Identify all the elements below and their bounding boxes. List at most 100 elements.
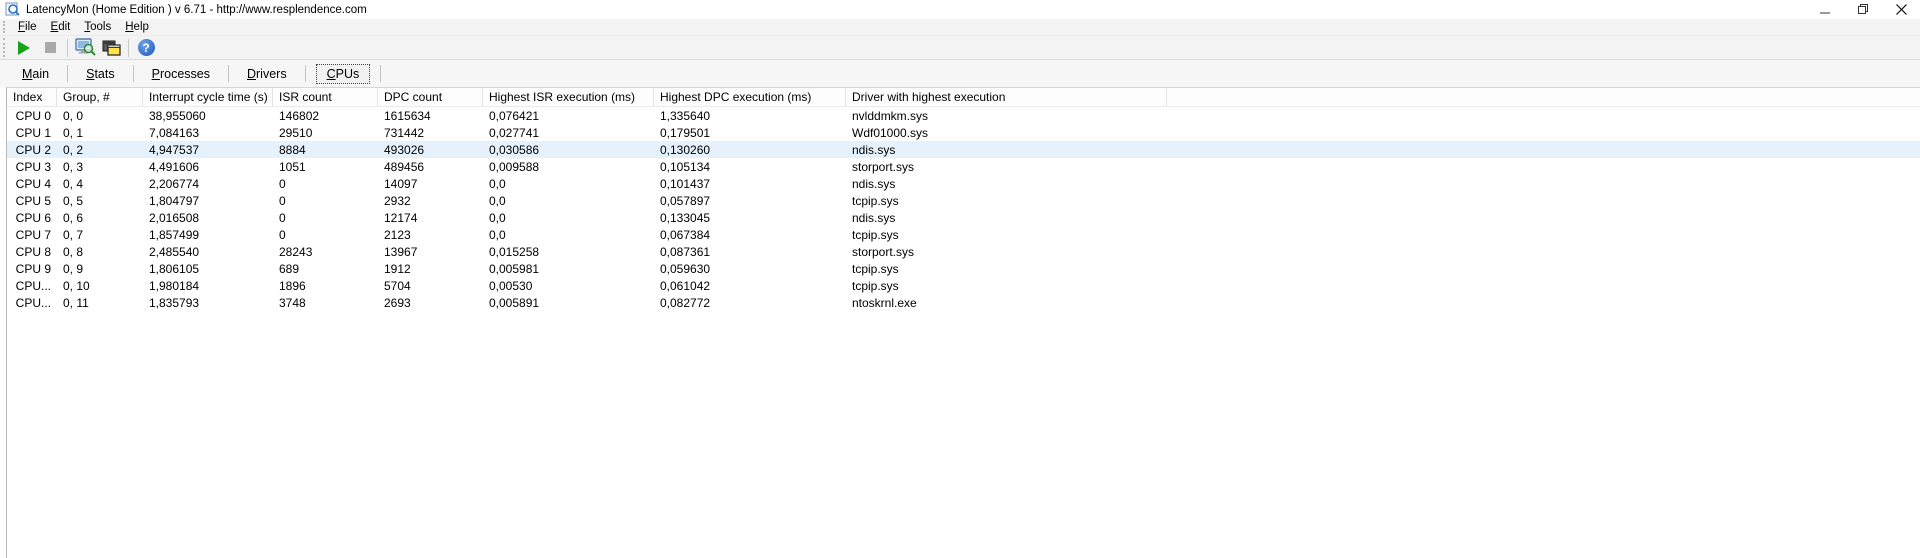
cell: 1,835793 [149,295,200,310]
cell: 0, 6 [63,210,84,225]
table-row[interactable]: CPU 1 0, 1 7,084163 29510 731442 0,027741 0,17… [7,124,1920,141]
cell: 28243 [279,244,313,259]
table-row[interactable]: CPU 6 0, 6 2,016508 0 12174 0,0 0,133045 ndis.s… [7,209,1920,226]
cell: 2932 [384,193,411,208]
cell: 0,057897 [660,193,711,208]
cell: CPU 0 [15,108,51,123]
table-row[interactable]: CPU... 0, 11 1,835793 3748 2693 0,005891 0,082… [7,294,1920,311]
cell: 0,082772 [660,295,711,310]
cell: 0,105134 [660,159,711,174]
table-row[interactable]: CPU 4 0, 4 2,206774 0 14097 0,0 0,101437 ndis.s… [7,175,1920,192]
cell: ndis.sys [852,142,896,157]
cell: 0,009588 [489,159,540,174]
table-row[interactable]: CPU 5 0, 5 1,804797 0 2932 0,0 0,057897 tcpip.s… [7,192,1920,209]
tab-drivers[interactable]: Drivers [239,65,295,83]
column-header[interactable]: Index [7,88,57,106]
cell: 0,005981 [489,261,540,276]
cell: 0, 8 [63,244,84,259]
tab-separator [380,65,382,82]
titlebar: LatencyMon (Home Edition ) v 6.71 - http… [0,0,1920,19]
stop-monitor-button[interactable] [37,37,63,59]
menu-help[interactable]: Help [118,20,156,34]
table-row[interactable]: CPU... 0, 10 1,980184 1896 5704 0,00530 0,0610… [7,277,1920,294]
column-header[interactable]: Group, # [57,88,143,106]
menubar-gripper [3,20,8,34]
menu-tools[interactable]: Tools [77,20,118,34]
cell: 13967 [384,244,418,259]
cell: 14097 [384,176,418,191]
cell: 0 [279,176,286,191]
minimize-button[interactable] [1806,0,1844,19]
cell: CPU... [15,278,51,293]
start-monitor-button[interactable] [11,37,37,59]
help-button[interactable]: ? [133,37,159,59]
cell: 689 [279,261,300,276]
tab-separator [304,65,306,82]
tab-cpus[interactable]: CPUs [315,63,371,84]
tab-processes[interactable]: Processes [144,65,218,83]
cell: 731442 [384,125,425,140]
table-row[interactable]: CPU 8 0, 8 2,485540 28243 13967 0,015258 0,087… [7,243,1920,260]
table-row[interactable]: CPU 3 0, 3 4,491606 1051 489456 0,009588 0,105… [7,158,1920,175]
column-header[interactable]: Driver with highest execution [846,88,1167,106]
toolbar: ? [0,36,1920,60]
cell: nvlddmkm.sys [852,108,929,123]
cell: storport.sys [852,244,915,259]
cell: 0, 3 [63,159,84,174]
cell: 0,00530 [489,278,533,293]
cell: 0,130260 [660,142,711,157]
cell: 0,076421 [489,108,540,123]
close-button[interactable] [1882,0,1920,19]
cell: 1051 [279,159,306,174]
column-header-filler [1167,88,1920,106]
table-row[interactable]: CPU 0 0, 0 38,955060 146802 1615634 0,076421 1… [7,107,1920,124]
column-header[interactable]: Highest ISR execution (ms) [483,88,654,106]
cell: 12174 [384,210,418,225]
minimize-icon [1819,12,1830,13]
cell: 1,335640 [660,108,711,123]
cell: Wdf01000.sys [852,125,929,140]
cell: 1615634 [384,108,431,123]
cell: 0,0 [489,193,506,208]
cell: 0, 11 [63,295,89,310]
column-header[interactable]: DPC count [378,88,483,106]
cell: 8884 [279,142,306,157]
restore-button[interactable] [1844,0,1882,19]
cell: 0,059630 [660,261,711,276]
cell: 493026 [384,142,425,157]
cell: 0 [279,210,286,225]
cell: 0,0 [489,227,506,242]
column-header[interactable]: ISR count [273,88,378,106]
cell: ndis.sys [852,210,896,225]
cell: 2,206774 [149,176,200,191]
processes-button[interactable] [98,37,124,59]
cell: tcpip.sys [852,261,899,276]
cell: tcpip.sys [852,278,899,293]
table-row[interactable]: CPU 9 0, 9 1,806105 689 1912 0,005981 0,059630… [7,260,1920,277]
column-header[interactable]: Highest DPC execution (ms) [654,88,846,106]
menu-edit[interactable]: Edit [44,20,78,34]
cell: CPU 1 [15,125,51,140]
table-row[interactable]: CPU 7 0, 7 1,857499 0 2123 0,0 0,067384 tcpip.s… [7,226,1920,243]
menu-file[interactable]: File [11,20,44,34]
cell: 0, 2 [63,142,84,157]
cell: 0,101437 [660,176,711,191]
tab-main[interactable]: Main [14,65,57,83]
window-title: LatencyMon (Home Edition ) v 6.71 - http… [26,3,367,16]
table-header: Index Group, # Interrupt cycle time (s) ISR… [7,88,1920,107]
table-row[interactable]: CPU 2 0, 2 4,947537 8884 493026 0,030586 0,130… [7,141,1920,158]
toolbar-separator [67,38,68,57]
tab-stats[interactable]: Stats [78,65,123,83]
column-header[interactable]: Interrupt cycle time (s) [143,88,273,106]
window-controls [1806,0,1920,19]
cell: 4,947537 [149,142,200,157]
cell: 2,485540 [149,244,200,259]
help-icon: ? [137,39,155,56]
cell: 1912 [384,261,411,276]
cell: 0,015258 [489,244,540,259]
report-button[interactable] [72,37,98,59]
cell: 1,804797 [149,193,200,208]
close-icon [1895,4,1907,15]
cell: tcpip.sys [852,193,899,208]
table-body: CPU 0 0, 0 38,955060 146802 1615634 0,076421 1… [7,107,1920,311]
